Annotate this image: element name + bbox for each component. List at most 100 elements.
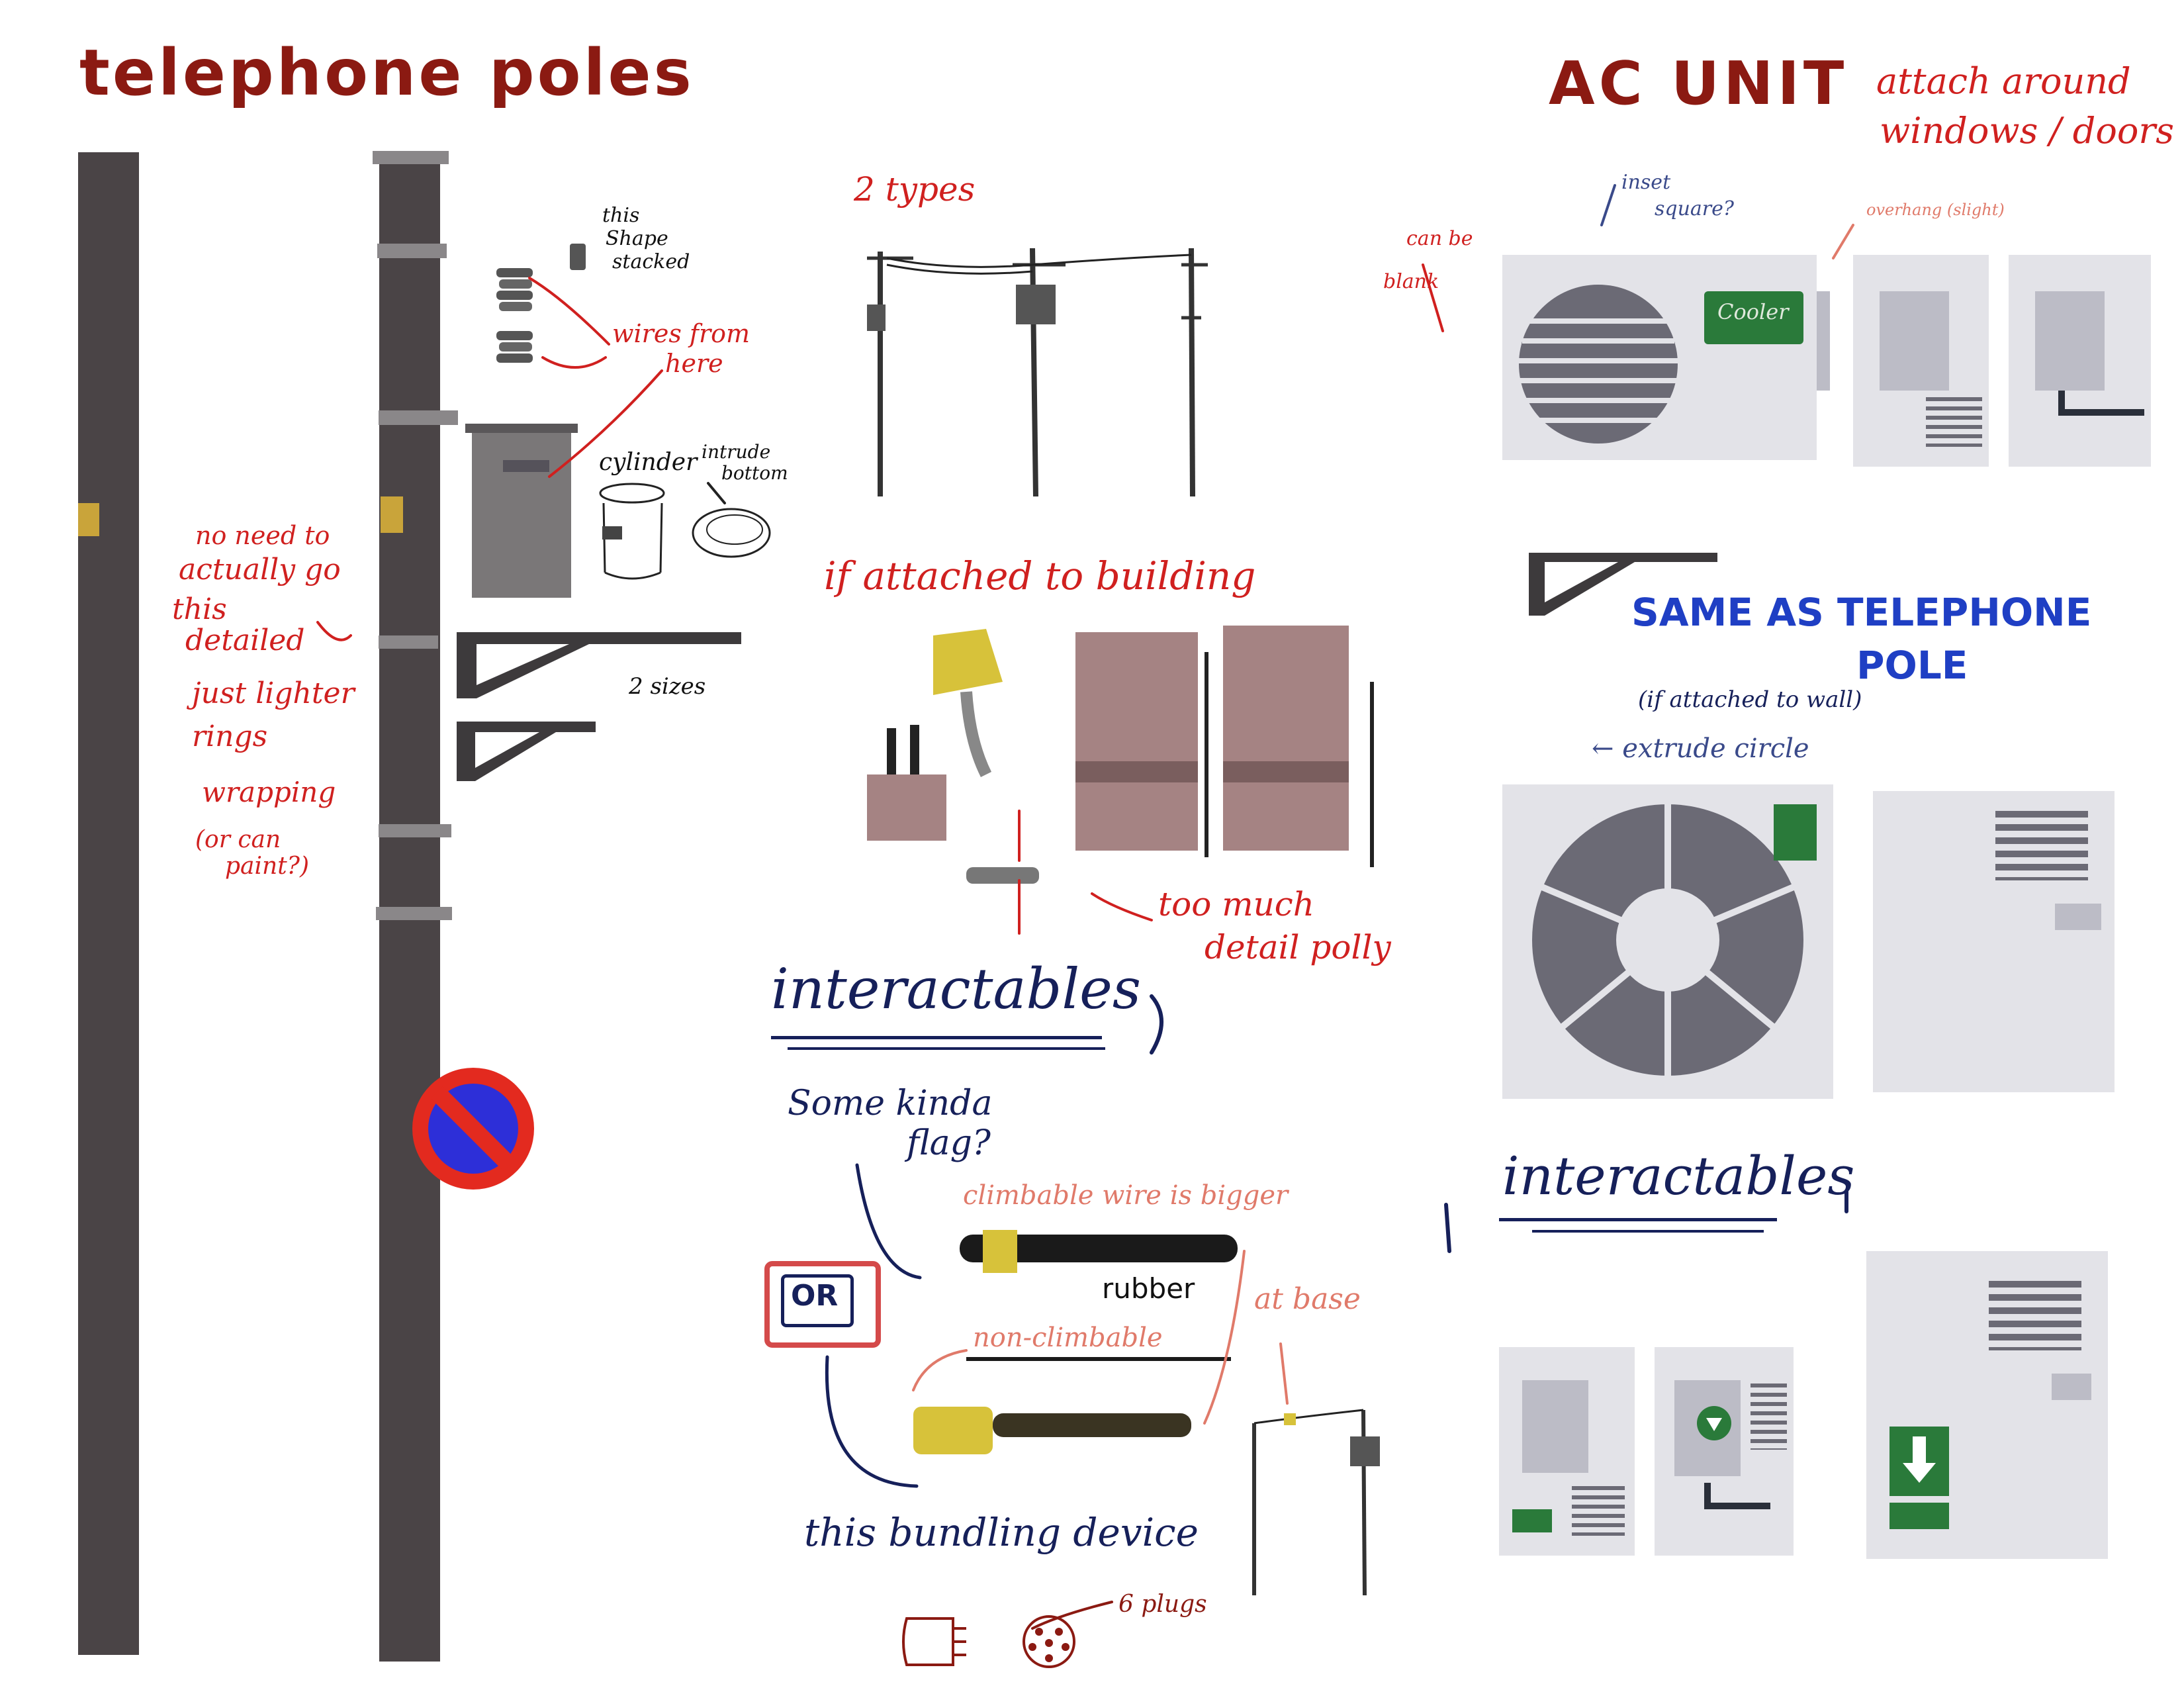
ac-vent-icon (1751, 1383, 1787, 1450)
this-shape-line1: this (602, 204, 640, 227)
ac-large-fan-icon (1525, 798, 1810, 1082)
bundling-label: this bundling device (804, 1510, 1199, 1555)
bracket-large-icon (457, 632, 741, 698)
yellow-connector-icon (933, 629, 1003, 778)
wall-wire (1205, 652, 1208, 857)
this-shape-line3: stacked (612, 250, 690, 273)
ac-unit-title: AC UNIT (1549, 49, 1848, 118)
pole-band (379, 824, 451, 837)
some-flag-line1: Some kinda (788, 1084, 993, 1123)
just-lighter-line1: just lighter (192, 677, 355, 710)
at-base-note: at base (1254, 1282, 1361, 1316)
can-be-line1: can be (1406, 227, 1473, 250)
wall-band (1223, 761, 1349, 782)
ac-green-corner (1774, 804, 1817, 861)
telephone-pole-plain (78, 152, 139, 1655)
no-need-line1: no need to (195, 521, 330, 550)
interactables-right-heading: interactables (1502, 1145, 1855, 1207)
interactables-left-heading: interactables (771, 957, 1142, 1021)
ac-vent-icon (1926, 397, 1982, 447)
rubber-label: rubber (1102, 1272, 1195, 1305)
ac-pipes (2058, 391, 2144, 416)
pipe-base-icon (867, 725, 946, 841)
overhang-note: overhang (slight) (1866, 201, 2005, 219)
climbable-note: climbable wire is bigger (963, 1180, 1289, 1211)
no-need-line3: this (172, 592, 227, 626)
cylinder-label: cylinder (599, 449, 698, 476)
pole-types-sketch (867, 248, 1208, 497)
same-as-pole-line2: POLE (1856, 643, 1968, 688)
wire-flag (983, 1230, 1017, 1273)
inset-line2: square? (1655, 197, 1734, 220)
underline (771, 1036, 1102, 1039)
if-wall-note: (if attached to wall) (1638, 686, 1862, 713)
electrical-box-lid (465, 424, 578, 433)
electrical-box (472, 429, 571, 598)
underline (1532, 1230, 1764, 1233)
underline (1499, 1218, 1777, 1221)
or-box (764, 1261, 881, 1348)
brick-wall-right (1223, 626, 1349, 851)
ac-brand-text: Cooler (1717, 299, 1789, 324)
telephone-poles-title: telephone poles (79, 36, 694, 110)
ac-vent-icon (1572, 1486, 1625, 1536)
just-lighter-line2: rings (192, 720, 268, 753)
ac-side-panel (1817, 291, 1830, 391)
ac-panel (2035, 291, 2105, 391)
no-need-line2: actually go (179, 553, 341, 586)
too-much-line1: too much (1158, 885, 1315, 923)
inset-line1: inset (1621, 171, 1671, 194)
intrude-line2: bottom (721, 462, 788, 484)
plate-icon (966, 867, 1039, 884)
wires-from-line2: here (665, 349, 723, 378)
ac-bracket-icon (1529, 553, 1717, 616)
pole-tag (381, 496, 403, 533)
pole-band (379, 635, 438, 649)
ac-vent-icon (1995, 811, 2088, 880)
underline (788, 1047, 1105, 1050)
six-plugs-label: 6 plugs (1118, 1591, 1207, 1618)
two-sizes-label: 2 sizes (629, 673, 706, 700)
brick-wall-left (1075, 632, 1198, 851)
plug-icons (902, 1615, 1075, 1668)
wall-wire (1370, 682, 1374, 867)
ac-fan-grille-icon (1519, 285, 1678, 444)
no-need-line4: detailed (185, 624, 305, 657)
two-types-heading: 2 types (854, 170, 976, 209)
insulator-shape-icon (570, 244, 586, 270)
ac-green-switch (1889, 1503, 1949, 1529)
intrude-line1: intrude (702, 441, 771, 463)
if-attached-heading: if attached to building (824, 553, 1256, 598)
attach-note-line1: attach around (1876, 60, 2131, 102)
or-box-inner (781, 1274, 854, 1327)
ac-panel (1880, 291, 1949, 391)
pole-band (376, 907, 452, 920)
electrical-box-panel (503, 460, 549, 472)
intruded-cylinder-icon (692, 508, 771, 558)
or-paint-line2: paint?) (225, 853, 310, 880)
non-climbable-wire (966, 1357, 1231, 1361)
pole-band (377, 244, 447, 258)
no-parking-sign-icon (412, 1068, 534, 1190)
this-shape-line2: Shape (606, 227, 668, 250)
same-as-pole-line1: SAME AS TELEPHONE (1631, 590, 2092, 635)
cylinder-icon (599, 483, 665, 580)
bundling-device (913, 1407, 993, 1454)
too-much-line2: detail polly (1205, 928, 1391, 966)
ac-green-switch (1512, 1509, 1552, 1532)
extrude-note: ← extrude circle (1592, 733, 1809, 764)
non-climbable-note: non-climbable (973, 1323, 1163, 1353)
just-lighter-line3: wrapping (202, 776, 336, 808)
pole-band (373, 151, 449, 164)
insulator-stack-icon (496, 268, 533, 363)
wall-band (1075, 761, 1198, 782)
ac-control (2052, 1374, 2091, 1400)
or-label: OR (791, 1279, 839, 1313)
down-arrow-icon (1903, 1436, 1936, 1483)
ac-vent-icon (1989, 1281, 2081, 1350)
attach-note-line2: windows / doors (1880, 110, 2174, 152)
pole-tag (78, 503, 99, 536)
wires-from-line1: wires from (612, 319, 751, 348)
bracket-small-icon (457, 722, 596, 781)
